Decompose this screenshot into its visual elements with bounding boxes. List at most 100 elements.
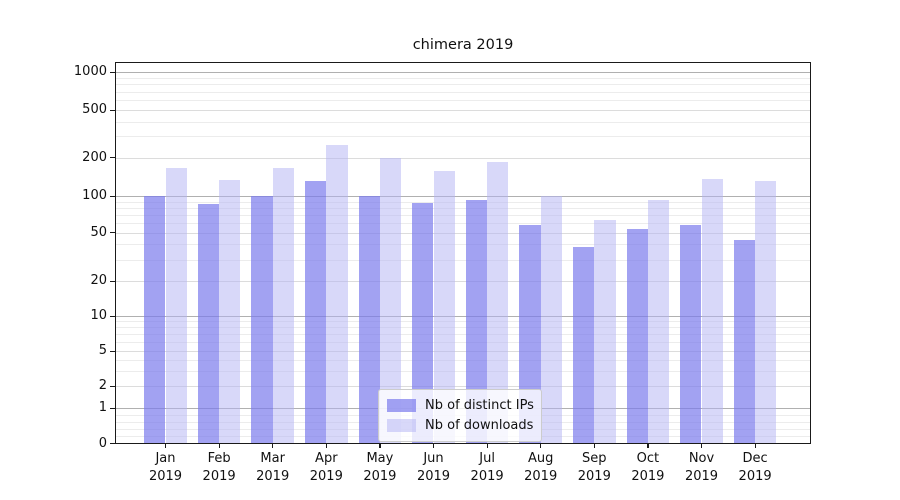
legend-swatch-downloads [387,419,416,432]
bar-distinct-ips [680,224,702,443]
y-tick-mark [110,407,115,409]
bar-downloads [326,144,348,443]
gridline-minor [116,341,810,343]
x-tick-mark [218,444,220,448]
gridline-minor [116,359,810,361]
bar-distinct-ips [251,196,273,443]
gridline-major [116,196,810,197]
x-tick-mark [593,444,595,448]
gridline-minor [116,334,810,335]
bar-downloads [487,162,509,443]
x-tick-year: 2019 [256,468,290,484]
y-tick-label: 100 [82,188,107,203]
bar-distinct-ips [412,202,434,443]
bar-downloads [219,179,241,443]
bar-downloads [165,168,187,443]
x-tick-year: 2019 [470,468,504,484]
y-tick-label: 200 [82,149,107,165]
x-tick-label: Jan 2019 [121,450,211,485]
x-tick-year: 2019 [577,468,611,484]
x-tick-mark [754,444,756,448]
x-tick-year: 2019 [416,468,451,484]
y-tick-mark [110,443,115,445]
bar-downloads [540,196,563,443]
gridline-minor [116,136,810,138]
x-tick-mark [272,444,274,448]
legend-label-downloads: Nb of downloads [425,418,534,433]
gridline-major [116,72,810,73]
gridline-minor [116,207,810,209]
plot-area [115,62,811,444]
gridline-minor [116,259,810,261]
x-tick-label: Sep 2019 [549,450,639,485]
x-tick-label: Apr 2019 [281,450,371,485]
x-tick-label: Feb 2019 [174,450,264,485]
x-tick-label: Mar 2019 [228,450,318,485]
x-tick-label: Jul 2019 [442,450,532,485]
x-tick-label: May 2019 [335,450,425,485]
y-tick-label: 10 [90,308,107,323]
y-tick-label: 2 [98,378,107,393]
gridline-mid [116,281,810,282]
x-tick-year: 2019 [684,468,719,484]
bar-downloads [594,220,616,443]
y-tick-mark [110,280,115,282]
gridline-minor [116,77,810,79]
x-tick-label: Dec 2019 [710,450,800,485]
y-tick-label: 1000 [73,64,107,79]
bar-distinct-ips [519,224,541,443]
x-tick-year: 2019 [309,468,343,484]
y-tick-mark [110,315,115,317]
y-tick-mark [110,109,115,111]
bar-downloads [755,180,777,443]
x-tick-year: 2019 [202,468,236,484]
legend-item-distinct-ips: Nb of distinct IPs [387,396,534,415]
legend-label-distinct-ips: Nb of distinct IPs [425,398,534,413]
x-tick-label: Nov 2019 [657,450,747,485]
gridline-mid [116,157,810,159]
y-tick-mark [110,195,115,197]
x-tick-year: 2019 [738,468,772,484]
y-tick-mark [110,350,115,352]
bar-distinct-ips [358,196,380,443]
y-tick-label: 5 [98,343,107,358]
gridline-minor [116,327,810,329]
gridline-minor [116,84,810,86]
x-tick-mark [647,444,649,448]
x-tick-mark [540,444,542,448]
x-tick-mark [701,444,703,448]
gridline-minor [116,244,810,246]
gridline-minor [116,222,810,224]
x-tick-year: 2019 [148,468,183,484]
bars-layer [116,63,810,443]
gridline-mid [116,110,810,111]
x-tick-label: Aug 2019 [496,450,586,485]
y-tick-label: 500 [82,102,107,117]
chart-title: chimera 2019 [412,37,514,53]
x-tick-mark [379,444,381,448]
x-tick-label: Oct 2019 [603,450,693,485]
x-tick-mark [165,444,167,448]
x-tick-label: Jun 2019 [389,450,479,485]
bar-downloads [379,158,402,443]
x-tick-mark [433,444,435,448]
x-tick-mark [486,444,488,448]
x-tick-year: 2019 [631,468,665,484]
y-tick-label: 1 [98,400,107,415]
y-tick-mark [110,385,115,387]
y-tick-label: 20 [90,273,107,288]
y-tick-label: 50 [90,224,107,240]
gridline-mid [116,386,810,387]
x-tick-year: 2019 [363,468,397,484]
bar-distinct-ips [465,200,488,443]
gridline-mid [116,232,810,234]
legend-swatch-distinct-ips [387,399,416,412]
gridline-minor [116,214,810,216]
gridline-minor [116,201,810,203]
bar-downloads [433,171,455,443]
bar-downloads [701,178,723,443]
y-tick-mark [110,71,115,73]
gridline-major [116,316,810,317]
gridline-minor [116,100,810,101]
